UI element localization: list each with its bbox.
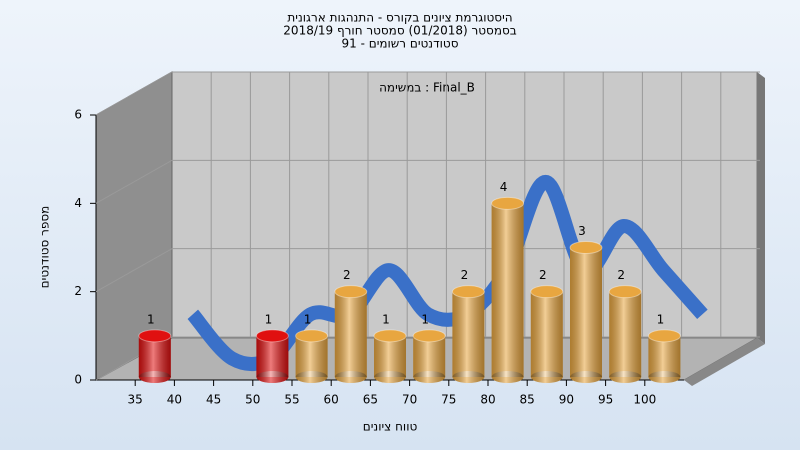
x-tick-label: 100: [633, 393, 656, 407]
bar-top: [491, 196, 525, 210]
x-tick-label: 65: [363, 393, 378, 407]
grid-line: [95, 248, 173, 293]
value-label: 1: [382, 312, 390, 326]
value-label: 4: [500, 180, 508, 194]
x-tick-label: 35: [128, 393, 143, 407]
grid-line: [95, 71, 173, 116]
value-label: 1: [304, 312, 312, 326]
bar-top: [647, 329, 681, 343]
bar-top: [255, 329, 289, 343]
bar-base-shine: [374, 371, 406, 383]
bar-base-shine: [530, 371, 563, 383]
x-tick-label: 70: [402, 393, 417, 407]
value-label: 1: [147, 312, 155, 326]
bar-shine: [138, 335, 171, 377]
floor-edge: [684, 338, 765, 386]
value-label: 1: [657, 312, 665, 326]
bar-shine: [530, 291, 563, 377]
title-line: בסמסטר (01/2018) סמסטר חורף 2018/19: [283, 24, 516, 38]
title-line: סטודנטים רשומים - 91: [341, 37, 458, 51]
bar-shine: [570, 247, 602, 377]
bar-top: [451, 285, 485, 299]
x-tick-label: 75: [441, 393, 456, 407]
y-tick-label: 4: [74, 196, 82, 210]
x-tick-label: 50: [245, 393, 260, 407]
bar-base-shine: [609, 371, 642, 383]
value-label: 2: [539, 268, 547, 282]
bar-shine: [648, 335, 681, 377]
x-tick-label: 90: [559, 393, 574, 407]
bar-shine: [491, 203, 524, 377]
bar-base-shine: [491, 371, 524, 383]
grid-line: [95, 159, 173, 204]
bar-base-shine: [648, 371, 681, 383]
bar-top: [295, 329, 329, 343]
bar-shine: [452, 291, 485, 377]
y-tick-label: 6: [74, 108, 82, 122]
value-label: 1: [265, 312, 273, 326]
bar-shine: [609, 291, 642, 377]
bar-top: [412, 329, 446, 343]
x-tick-label: 95: [598, 393, 613, 407]
wall-edge: [757, 72, 765, 344]
y-tick-label: 0: [74, 373, 82, 387]
bar-top: [569, 241, 603, 254]
x-tick-label: 55: [284, 393, 299, 407]
value-label: 3: [578, 224, 586, 238]
x-axis-label: טווח ציונים: [363, 420, 418, 434]
value-label: 2: [617, 268, 625, 282]
x-tick-label: 40: [167, 393, 182, 407]
x-tick-label: 85: [520, 393, 535, 407]
bar-base-shine: [138, 371, 171, 383]
value-label: 2: [461, 268, 469, 282]
bar-shine: [256, 335, 289, 377]
x-tick-label: 45: [206, 393, 221, 407]
bar-top: [608, 285, 642, 299]
bar-base-shine: [452, 371, 485, 383]
value-label: 1: [421, 312, 429, 326]
bar-base-shine: [570, 371, 602, 383]
bar-shine: [413, 335, 446, 377]
annotation: במשימה : Final_B: [379, 81, 475, 95]
bar-shine: [374, 335, 406, 377]
bar-top: [530, 285, 564, 299]
bar-top: [138, 329, 172, 343]
x-tick-label: 80: [480, 393, 495, 407]
bar-shine: [295, 335, 328, 377]
value-label: 2: [343, 268, 351, 282]
title-line: היסטוגרמת ציונים בקורס - התנהגות ארגונית: [287, 11, 512, 25]
bar-base-shine: [334, 371, 367, 383]
y-tick-label: 2: [74, 284, 82, 298]
bar-base-shine: [256, 371, 289, 383]
bar-shine: [334, 291, 367, 377]
y-axis-label: מספר סטודנטים: [38, 206, 52, 289]
bar-top: [334, 285, 368, 299]
bar-top: [373, 329, 407, 343]
bar-base-shine: [295, 371, 328, 383]
x-tick-label: 60: [324, 393, 339, 407]
bar-base-shine: [413, 371, 446, 383]
